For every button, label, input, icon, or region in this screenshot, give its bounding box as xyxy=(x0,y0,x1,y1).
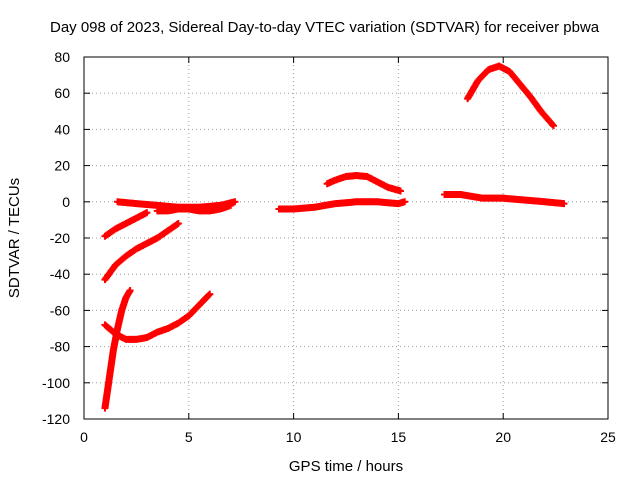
y-tick-label: 60 xyxy=(54,85,70,101)
data-marks xyxy=(101,62,568,412)
x-tick-label: 25 xyxy=(600,429,616,445)
series-arc-6 xyxy=(153,201,235,215)
x-tick-label: 20 xyxy=(495,429,511,445)
data-point xyxy=(231,198,239,206)
y-tick-label: -40 xyxy=(50,266,70,282)
data-point xyxy=(227,201,235,209)
series-arc-3 xyxy=(101,290,214,343)
data-point xyxy=(548,121,556,129)
y-tick-label: -60 xyxy=(50,302,70,318)
series-arc-2 xyxy=(101,220,182,284)
y-tick-label: 40 xyxy=(54,121,70,137)
y-axis-label: SDTVAR / TECUs xyxy=(6,178,23,298)
y-tick-label: -20 xyxy=(50,230,70,246)
data-point xyxy=(401,198,409,206)
series-arc-1 xyxy=(101,209,151,240)
data-point xyxy=(396,187,404,195)
y-tick-label: 20 xyxy=(54,158,70,174)
y-tick-label: 0 xyxy=(62,194,70,210)
plot-frame xyxy=(83,56,609,420)
series-arc-8 xyxy=(323,172,404,195)
series-arc-10 xyxy=(464,62,558,130)
x-axis-label: GPS time / hours xyxy=(289,458,403,475)
y-tick-label: 80 xyxy=(54,49,70,65)
y-tick-label: -100 xyxy=(42,375,70,391)
x-tick-label: 0 xyxy=(80,429,88,445)
y-tick-label: -80 xyxy=(50,339,70,355)
chart-title: Day 098 of 2023, Sidereal Day-to-day VTE… xyxy=(50,19,600,36)
data-point xyxy=(550,122,558,130)
data-point xyxy=(143,209,151,217)
series-arc-4 xyxy=(101,286,134,412)
x-tick-label: 10 xyxy=(286,429,302,445)
series-arc-7 xyxy=(275,198,409,213)
data-point xyxy=(205,291,213,299)
x-tick-label: 15 xyxy=(391,429,407,445)
tick-labels: 0 5 10 15 20 25 -120 -100 -80 -60 -40 -20 0 20 40 60 80 xyxy=(42,49,616,445)
data-point xyxy=(206,290,214,298)
data-point xyxy=(560,200,568,208)
x-tick-label: 5 xyxy=(185,429,193,445)
grid xyxy=(84,57,608,419)
y-tick-label: -120 xyxy=(42,411,70,427)
data-point xyxy=(126,286,134,294)
axis-ticks xyxy=(83,56,609,420)
series-arc-9 xyxy=(441,191,568,208)
data-point xyxy=(174,220,182,228)
